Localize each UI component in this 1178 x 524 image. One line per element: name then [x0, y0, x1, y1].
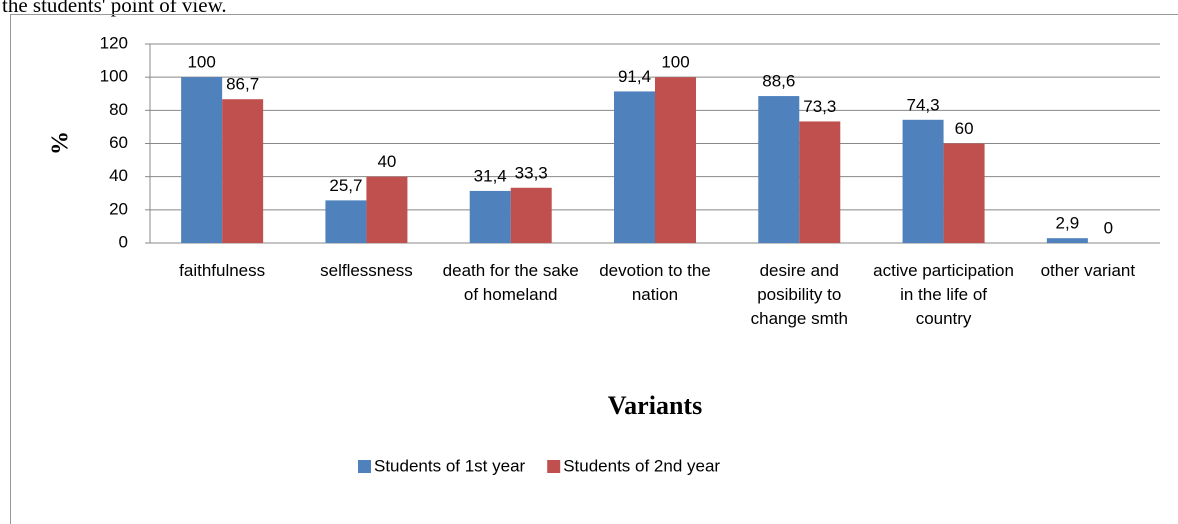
x-tick-label: active participation in the life of coun… [873, 261, 1014, 328]
value-label: 0 [1104, 218, 1113, 237]
bar [758, 96, 800, 244]
x-axis-label: Variants [608, 391, 702, 420]
bar [902, 119, 944, 243]
bar [325, 200, 367, 243]
x-tick-label-box: faithfulness [179, 261, 266, 280]
y-tick-label: 120 [100, 33, 128, 52]
value-label: 74,3 [907, 95, 940, 114]
bar [655, 77, 696, 244]
y-tick-label: 80 [109, 100, 128, 119]
x-tick-label: desire and posibility to change smth [750, 261, 848, 328]
y-tick-label: 60 [109, 133, 128, 152]
value-label: 25,7 [329, 176, 362, 195]
x-tick-label-box: devotion to the nation [599, 261, 711, 304]
y-tick-label: 20 [109, 199, 128, 218]
value-label: 86,7 [226, 75, 259, 94]
legend-swatch [358, 460, 371, 473]
value-label: 100 [187, 53, 215, 72]
x-tick-label: faithfulness [179, 261, 266, 280]
bar [181, 77, 223, 244]
x-tick-label: devotion to the nation [599, 261, 711, 304]
bar [510, 187, 552, 243]
value-label: 31,4 [474, 166, 507, 185]
y-tick-label: 40 [109, 166, 128, 185]
bar [614, 91, 655, 243]
legend-label: Students of 1st year [374, 456, 526, 475]
x-tick-label-box: death for the sake of homeland [442, 261, 579, 304]
bar [366, 176, 408, 243]
value-label: 2,9 [1056, 214, 1080, 233]
bar [943, 143, 985, 243]
x-tick-label: death for the sake of homeland [442, 261, 579, 304]
x-tick-label-box: desire and posibility to change smth [750, 261, 848, 328]
legend-label: Students of 2nd year [563, 456, 720, 475]
x-tick-label-box: selflessness [320, 261, 413, 280]
value-label: 33,3 [515, 163, 548, 182]
value-label: 73,3 [803, 97, 836, 116]
chart-border [10, 14, 1178, 524]
x-tick-label-box: other variant [1040, 261, 1136, 280]
bar [1046, 238, 1088, 243]
y-tick-label: 0 [119, 232, 128, 251]
bar [469, 190, 511, 243]
y-tick-label: 100 [100, 67, 128, 86]
legend-swatch [547, 460, 561, 473]
x-tick-label: other variant [1040, 261, 1136, 280]
bar [799, 121, 841, 243]
x-tick-label: selflessness [320, 261, 413, 280]
value-label: 40 [377, 152, 396, 171]
value-label: 91,4 [618, 67, 651, 86]
x-tick-label-box: active participation in the life of coun… [873, 261, 1014, 328]
bar [222, 99, 264, 243]
value-label: 88,6 [762, 72, 795, 91]
caption: the students' point of view. [2, 0, 227, 17]
y-axis-label: % [48, 131, 74, 155]
value-label: 100 [661, 53, 689, 72]
value-label: 60 [955, 119, 974, 138]
